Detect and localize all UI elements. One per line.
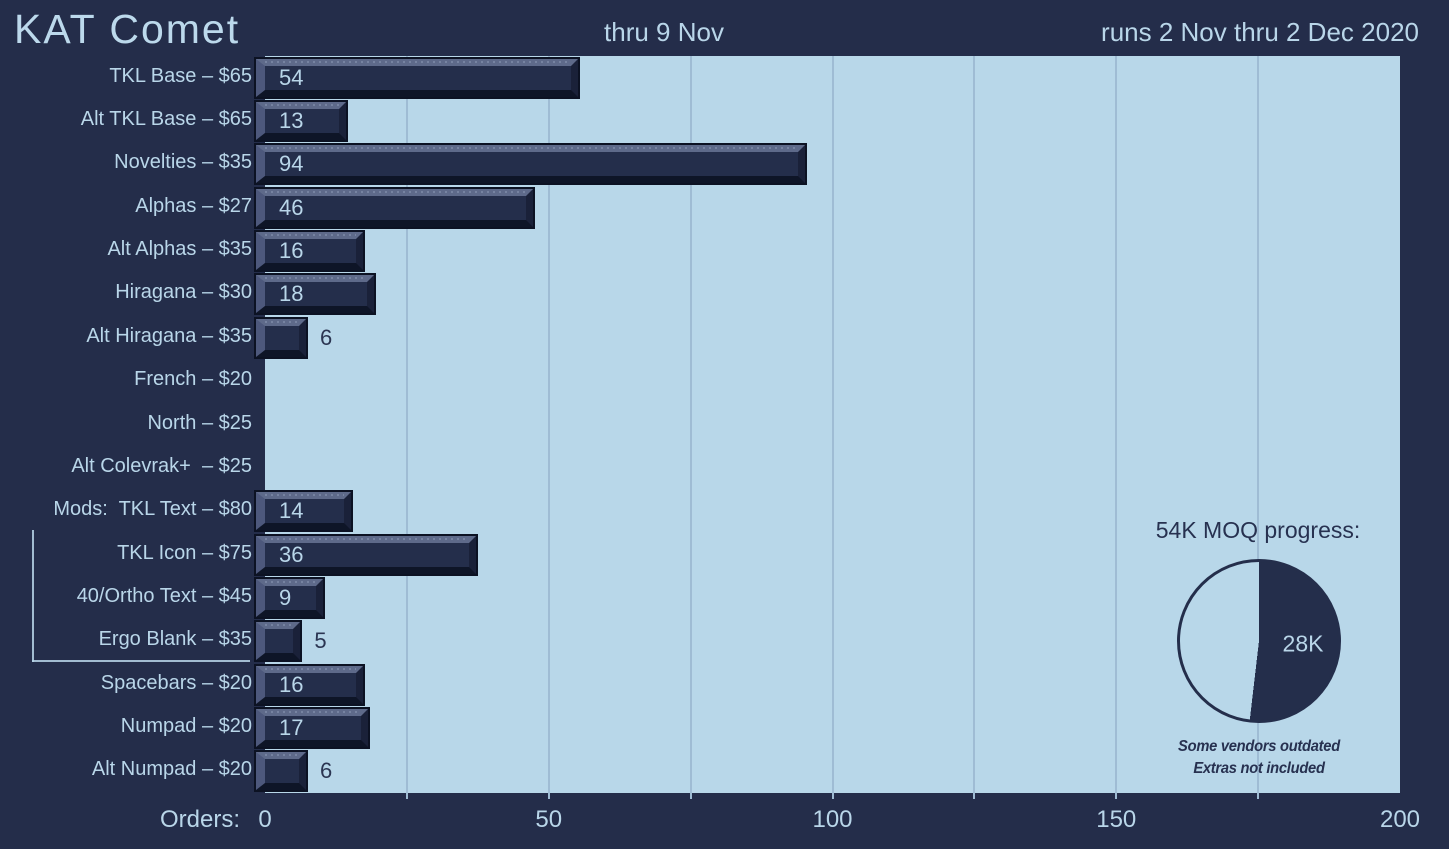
bar-value-label: 13 [279, 108, 304, 134]
header-subtitle-right: runs 2 Nov thru 2 Dec 2020 [1101, 17, 1419, 47]
bar-value-label: 94 [279, 151, 304, 177]
bar-top-bevel-texture [265, 537, 470, 540]
bar-top-bevel-texture [265, 320, 300, 323]
category-label: Ergo Blank – $35 [98, 628, 252, 651]
bar [256, 752, 307, 791]
bar [256, 535, 477, 574]
bar-top-bevel-texture [265, 710, 362, 713]
category-label: TKL Icon – $75 [117, 541, 252, 564]
gridline [1115, 56, 1118, 793]
bar [256, 145, 806, 184]
bar-value-label: 36 [279, 541, 304, 567]
bracket-vertical-line [32, 530, 34, 663]
bar [256, 578, 324, 617]
bar-top-bevel-texture [265, 667, 356, 670]
bar [256, 492, 352, 531]
category-label: Novelties – $35 [114, 151, 252, 174]
category-label: Numpad – $20 [120, 714, 252, 737]
bar-value-label: 18 [279, 281, 304, 307]
bracket-horizontal-line [32, 660, 250, 663]
category-label: Mods: TKL Text – $80 [53, 498, 252, 521]
bar-top-bevel-texture [265, 234, 356, 237]
bar [256, 58, 579, 97]
pie-footnote-2: Extras not included [1193, 760, 1325, 777]
bar-top-bevel-texture [265, 494, 345, 497]
x-tick-label: 0 [258, 806, 272, 833]
category-label: North – $25 [147, 411, 252, 434]
bar [256, 318, 307, 357]
bar-value-label: 6 [320, 324, 333, 350]
bar [256, 188, 534, 227]
pie-footnote-1: Some vendors outdated [1178, 738, 1340, 755]
category-label: TKL Base – $65 [109, 64, 252, 87]
gridline [689, 56, 692, 793]
header-subtitle-center: thru 9 Nov [604, 17, 724, 47]
gridline [405, 56, 408, 793]
category-label: 40/Ortho Text – $45 [76, 584, 252, 607]
bar-value-label: 14 [279, 498, 304, 524]
axis-tick-mark [831, 793, 834, 799]
gridline [1257, 56, 1260, 793]
pie-value-label: 28K [1282, 630, 1324, 657]
bar-top-bevel-texture [265, 60, 572, 63]
plot-area: 54 13 94 46 16 18 6 14 36 9 5 16 17 6 [256, 56, 1400, 799]
axis-tick-mark [973, 793, 976, 799]
category-label: French – $20 [134, 368, 252, 391]
category-label: Alt Numpad – $20 [91, 758, 252, 781]
x-tick-label: 150 [1096, 806, 1137, 833]
bar-top-bevel-texture [265, 624, 294, 627]
bar-value-label: 9 [279, 584, 292, 610]
bar-top-bevel-texture [265, 190, 527, 193]
axis-tick-mark [1115, 793, 1118, 799]
bar [256, 665, 363, 704]
bar-top-bevel-texture [265, 580, 317, 583]
bar-value-label: 6 [320, 758, 333, 784]
gridline [547, 56, 550, 793]
axis-tick-mark [1257, 793, 1260, 799]
bar-value-label: 46 [279, 194, 304, 220]
bar-top-bevel-texture [265, 104, 339, 107]
bar [256, 708, 369, 747]
axis-tick-mark [405, 793, 408, 799]
bar-top-bevel-texture [265, 147, 799, 150]
bar-top-bevel-texture [265, 754, 300, 757]
gridline [831, 56, 834, 793]
bar-value-label: 17 [279, 714, 304, 740]
bar-value-label: 16 [279, 671, 304, 697]
pie-title: 54K MOQ progress: [1155, 517, 1361, 543]
bar [256, 232, 363, 271]
category-label: Alt TKL Base – $65 [80, 108, 252, 131]
x-tick-label: 200 [1379, 806, 1421, 833]
bar-value-label: 5 [314, 628, 327, 654]
x-axis-label: Orders: [159, 806, 240, 833]
category-label: Alt Colevrak+ – $25 [71, 454, 252, 477]
bar-value-label: 54 [279, 64, 304, 90]
axis-tick-mark [689, 793, 692, 799]
category-label: Alt Alphas – $35 [107, 238, 252, 261]
page-title: KAT Comet [14, 6, 241, 52]
bar [256, 102, 346, 141]
bar [256, 275, 375, 314]
category-label: Alphas – $27 [135, 194, 252, 217]
bar-value-label: 16 [279, 238, 304, 264]
category-label: Hiragana – $30 [115, 281, 252, 304]
gridline [973, 56, 976, 793]
category-label: Spacebars – $20 [100, 671, 252, 694]
bar-top-bevel-texture [265, 277, 368, 280]
bar [256, 622, 301, 661]
x-tick-label: 50 [535, 806, 563, 833]
x-tick-label: 100 [812, 806, 853, 833]
pie-chart: 28K [1177, 559, 1341, 723]
category-label: Alt Hiragana – $35 [86, 324, 252, 347]
axis-tick-mark [547, 793, 550, 799]
